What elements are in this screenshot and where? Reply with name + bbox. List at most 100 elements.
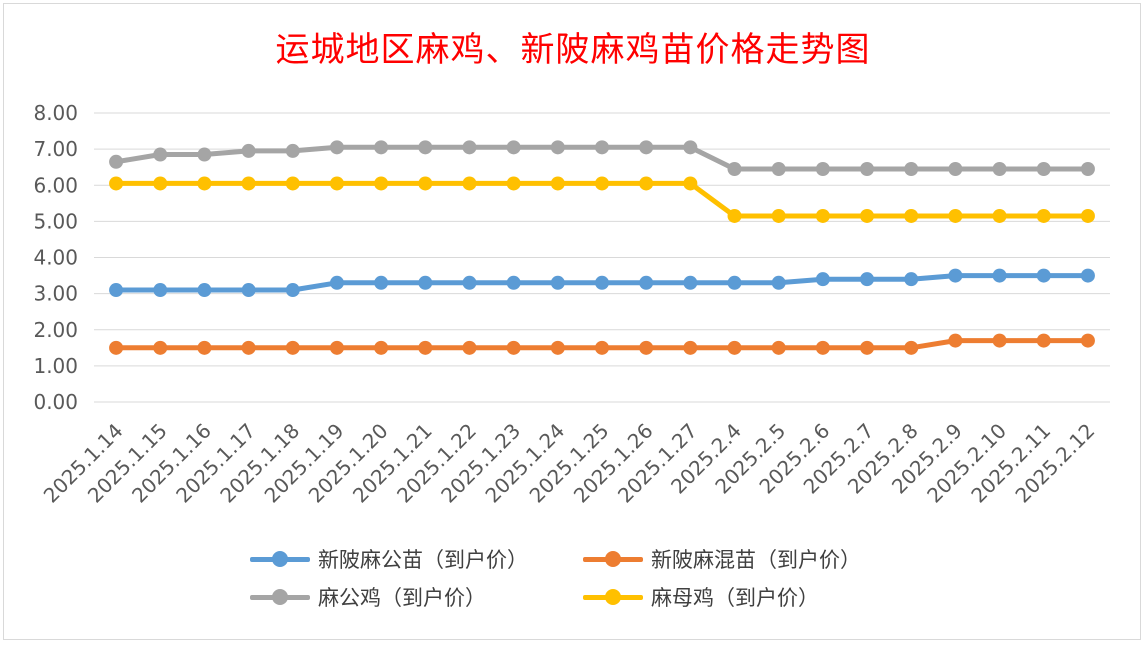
data-point: [418, 176, 433, 191]
legend-item-1: 新陂麻混苗（到户价）: [583, 544, 861, 574]
data-point: [1080, 161, 1095, 176]
data-point: [550, 340, 565, 355]
data-point: [683, 176, 698, 191]
data-point: [329, 340, 344, 355]
data-point: [506, 275, 521, 290]
data-point: [109, 283, 124, 298]
data-point: [462, 340, 477, 355]
data-point: [462, 275, 477, 290]
data-point: [197, 176, 212, 191]
data-point: [860, 340, 875, 355]
data-point: [948, 333, 963, 348]
data-point: [285, 283, 300, 298]
data-point: [992, 268, 1007, 283]
y-tick-label: 6.00: [33, 173, 78, 197]
data-point: [727, 208, 742, 223]
data-point: [639, 275, 654, 290]
data-point: [727, 340, 742, 355]
data-point: [771, 340, 786, 355]
data-point: [771, 161, 786, 176]
data-point: [904, 340, 919, 355]
legend-label: 新陂麻公苗（到户价）: [318, 548, 528, 572]
legend-label: 新陂麻混苗（到户价）: [651, 548, 861, 572]
data-point: [285, 340, 300, 355]
data-point: [992, 208, 1007, 223]
data-point: [1080, 268, 1095, 283]
data-point: [860, 161, 875, 176]
data-point: [418, 340, 433, 355]
data-point: [992, 333, 1007, 348]
data-point: [815, 208, 830, 223]
data-point: [639, 340, 654, 355]
data-point: [418, 140, 433, 155]
data-point: [153, 176, 168, 191]
data-point: [197, 340, 212, 355]
legend-marker-icon: [250, 587, 310, 607]
data-point: [683, 275, 698, 290]
data-point: [241, 176, 256, 191]
data-point: [904, 161, 919, 176]
legend-marker-icon: [250, 549, 310, 569]
legend-item-0: 新陂麻公苗（到户价）: [250, 544, 528, 574]
data-point: [153, 283, 168, 298]
data-point: [815, 340, 830, 355]
data-point: [153, 147, 168, 162]
data-point: [109, 176, 124, 191]
data-point: [241, 283, 256, 298]
data-point: [948, 161, 963, 176]
data-point: [815, 161, 830, 176]
data-point: [241, 340, 256, 355]
chart-frame: [3, 3, 1141, 640]
legend-label: 麻公鸡（到户价）: [318, 586, 486, 610]
data-point: [285, 143, 300, 158]
data-point: [639, 176, 654, 191]
legend-item-3: 麻母鸡（到户价）: [583, 582, 819, 612]
data-point: [904, 272, 919, 287]
data-point: [771, 275, 786, 290]
data-point: [595, 176, 609, 191]
data-point: [550, 275, 565, 290]
data-point: [418, 275, 433, 290]
data-point: [1036, 268, 1051, 283]
data-point: [329, 275, 344, 290]
legend-marker-icon: [583, 587, 643, 607]
data-point: [1036, 161, 1051, 176]
data-point: [506, 176, 521, 191]
data-point: [197, 283, 212, 298]
data-point: [1080, 208, 1095, 223]
y-tick-label: 8.00: [33, 101, 78, 125]
data-point: [1036, 333, 1051, 348]
data-point: [860, 272, 875, 287]
data-point: [329, 140, 344, 155]
data-point: [595, 340, 609, 355]
data-point: [1036, 208, 1051, 223]
data-point: [462, 140, 477, 155]
data-point: [374, 340, 389, 355]
data-point: [197, 147, 212, 162]
data-point: [904, 208, 919, 223]
data-point: [550, 176, 565, 191]
data-point: [948, 268, 963, 283]
data-point: [727, 275, 742, 290]
data-point: [462, 176, 477, 191]
legend-marker-icon: [583, 549, 643, 569]
data-point: [595, 275, 609, 290]
y-tick-label: 1.00: [33, 354, 78, 378]
y-tick-label: 7.00: [33, 137, 78, 161]
y-tick-label: 4.00: [33, 246, 78, 270]
data-point: [550, 140, 565, 155]
data-point: [506, 340, 521, 355]
data-point: [683, 340, 698, 355]
data-point: [153, 340, 168, 355]
data-point: [285, 176, 300, 191]
data-point: [374, 140, 389, 155]
data-point: [683, 140, 698, 155]
data-point: [771, 208, 786, 223]
data-point: [860, 208, 875, 223]
data-point: [506, 140, 521, 155]
legend-label: 麻母鸡（到户价）: [651, 586, 819, 610]
data-point: [639, 140, 654, 155]
data-point: [815, 272, 830, 287]
data-point: [109, 340, 124, 355]
